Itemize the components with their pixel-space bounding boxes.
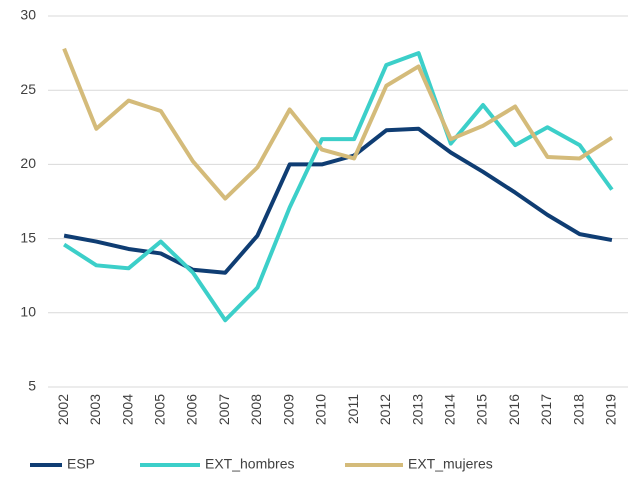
y-tick-label: 5 [28, 378, 36, 394]
line-series [63, 51, 614, 323]
x-tick-label: 2005 [151, 394, 167, 425]
y-tick-label: 10 [20, 304, 36, 320]
y-tick-label: 30 [20, 7, 36, 23]
x-tick-label: 2010 [313, 394, 329, 425]
line-series [63, 126, 613, 275]
x-tick-label: 2009 [280, 394, 296, 425]
x-tick-label: 2013 [409, 394, 425, 425]
x-tick-label: 2018 [570, 394, 586, 425]
x-tick-label: 2007 [216, 394, 232, 425]
x-tick-label: 2017 [538, 394, 554, 425]
x-tick-label: 2006 [184, 394, 200, 425]
legend-label: EXT_hombres [205, 456, 294, 472]
x-tick-label: 2004 [119, 394, 135, 425]
x-tick-label: 2015 [474, 394, 490, 425]
x-tick-label: 2003 [87, 394, 103, 425]
y-tick-label: 20 [20, 155, 36, 171]
legend-label: EXT_mujeres [408, 456, 493, 472]
x-tick-label: 2002 [55, 394, 71, 425]
line-series [62, 47, 613, 201]
x-tick-label: 2019 [603, 394, 619, 425]
legend-label: ESP [67, 456, 95, 472]
x-tick-label: 2011 [345, 394, 361, 424]
x-tick-label: 2008 [248, 394, 264, 425]
x-tick-label: 2016 [506, 394, 522, 425]
y-tick-label: 15 [20, 229, 36, 245]
y-tick-label: 25 [20, 81, 36, 97]
x-tick-label: 2014 [441, 394, 457, 425]
x-tick-label: 2012 [377, 394, 393, 425]
